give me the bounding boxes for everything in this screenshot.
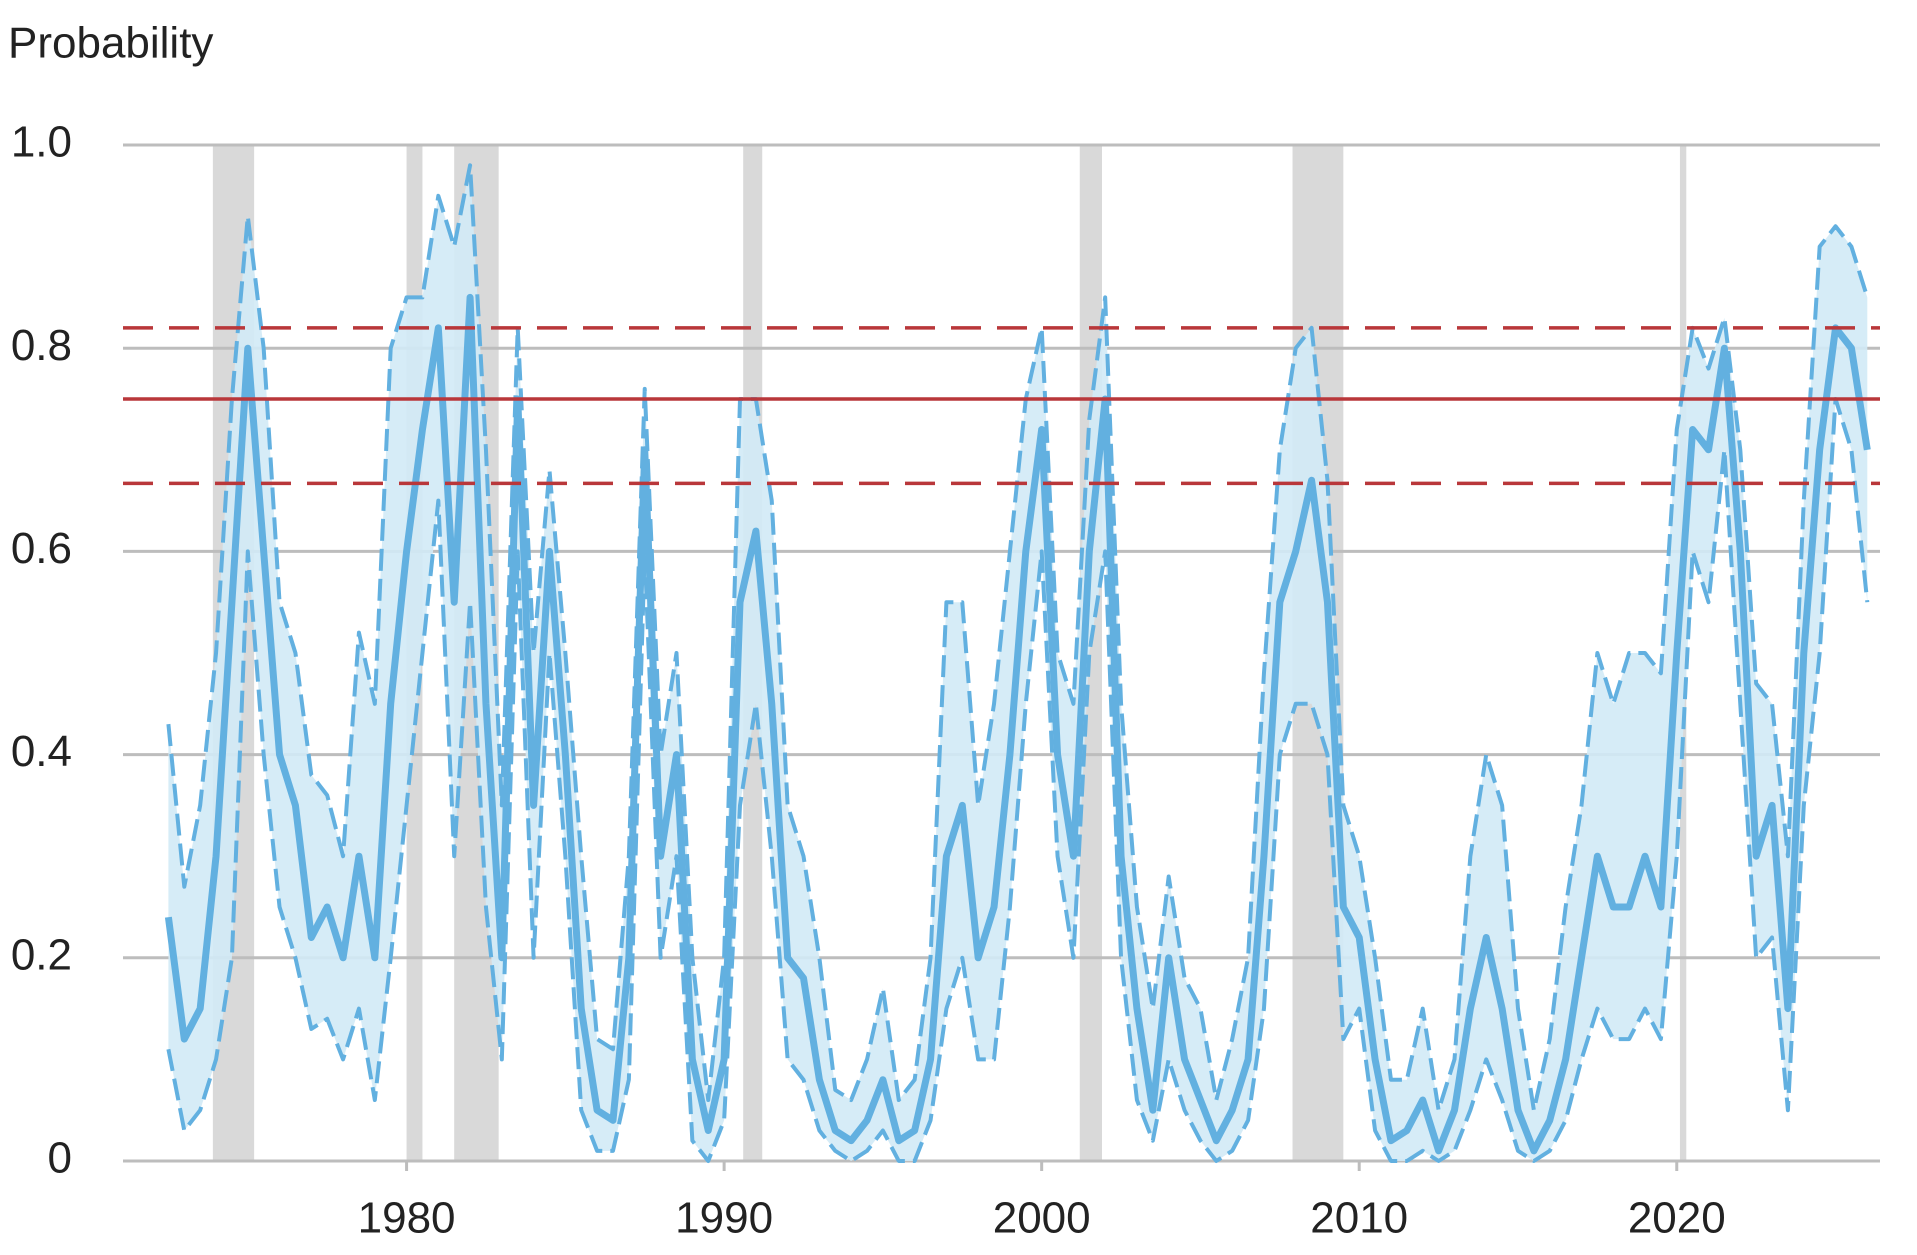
y-tick-label: 0.4 <box>11 727 72 776</box>
y-tick-label: 0.6 <box>11 524 72 573</box>
y-axis-label: Probability <box>8 19 213 68</box>
line <box>164 293 1871 1155</box>
x-tick-label: 2020 <box>1628 1194 1726 1243</box>
x-tick-label: 1990 <box>675 1194 773 1243</box>
x-tick-label: 2010 <box>1310 1194 1408 1243</box>
y-tick-label: 0.2 <box>11 930 72 979</box>
x-tick-label: 2000 <box>993 1194 1091 1243</box>
x-tick-label: 1980 <box>358 1194 456 1243</box>
band-edge <box>166 163 1870 1113</box>
y-tick-label: 1.0 <box>11 118 72 167</box>
band-edge <box>166 397 1870 1163</box>
y-tick-label: 0 <box>48 1134 72 1183</box>
y-tick-label: 0.8 <box>11 321 72 370</box>
